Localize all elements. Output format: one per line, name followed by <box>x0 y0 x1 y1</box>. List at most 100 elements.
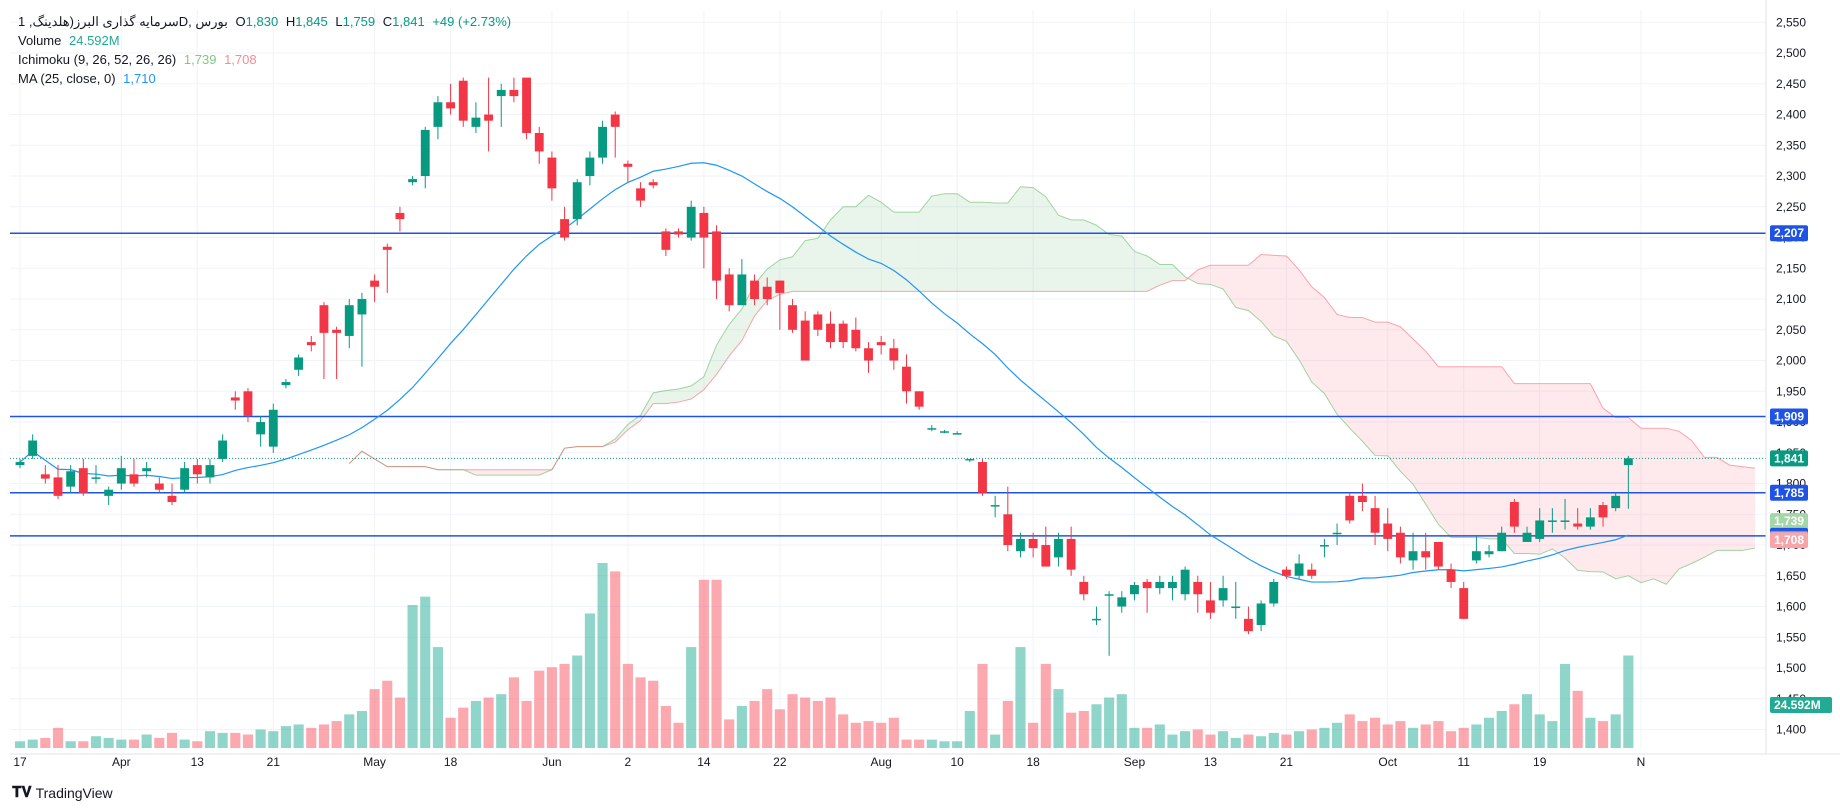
time-tick-label: 21 <box>267 755 281 769</box>
candle-body <box>256 422 266 435</box>
candle <box>332 326 342 379</box>
volume-bar <box>394 697 405 748</box>
candle-body <box>965 458 975 461</box>
candle <box>965 458 975 463</box>
candle-body <box>167 495 177 502</box>
price-tick-label: 1,550 <box>1776 630 1806 644</box>
candle-body <box>218 440 228 459</box>
price-badge-ichA: 1,739 <box>1770 513 1808 530</box>
volume-bar <box>445 717 456 748</box>
candle-body <box>104 489 114 496</box>
candle <box>1016 532 1025 558</box>
candle <box>813 311 823 336</box>
candle-body <box>1028 538 1038 549</box>
price-badge-bg <box>1770 532 1808 549</box>
volume-bar <box>217 732 228 748</box>
time-tick-label: N <box>1637 755 1646 769</box>
volume-row[interactable]: Volume 24.592M <box>18 31 515 50</box>
tradingview-logo[interactable]: 𝐓𝐕 TradingView <box>12 784 113 801</box>
volume-bar <box>179 739 190 748</box>
volume-bar <box>1129 727 1140 748</box>
volume-bar <box>584 613 595 748</box>
candle <box>661 228 671 256</box>
candle <box>1357 483 1367 512</box>
candle <box>129 458 139 487</box>
candle-body <box>572 182 582 220</box>
candle-body <box>142 468 152 472</box>
candle <box>306 335 316 352</box>
cloud-segment <box>1717 457 1730 551</box>
volume-bar <box>496 694 507 748</box>
candle-body <box>509 89 519 97</box>
volume-bar <box>1623 655 1634 748</box>
candle <box>1104 591 1114 656</box>
open-label: O <box>235 14 246 29</box>
cloud-segment <box>1324 297 1338 415</box>
cloud-segment <box>1387 322 1401 472</box>
candle-body <box>1395 532 1405 558</box>
cloud-segment <box>1552 383 1566 559</box>
cloud-segment <box>1413 339 1426 505</box>
cloud-segment <box>1653 428 1667 585</box>
candle <box>1206 581 1215 619</box>
candle-body <box>534 133 544 152</box>
cloud-segment <box>1349 317 1363 442</box>
candle <box>775 280 785 330</box>
volume-bar <box>1572 690 1583 748</box>
volume-series <box>14 563 1634 748</box>
candle <box>699 206 709 269</box>
candle <box>1066 526 1076 576</box>
candle <box>914 391 924 410</box>
candle <box>851 317 861 352</box>
candle-body <box>990 505 1000 507</box>
candle <box>154 477 164 493</box>
cloud-segment <box>1729 465 1743 551</box>
cloud-segment <box>703 345 717 390</box>
cloud-segment <box>615 424 628 443</box>
cloud-segment <box>1045 196 1059 292</box>
volume-bar <box>470 700 481 748</box>
candle <box>1054 532 1063 567</box>
volume-bar <box>1028 722 1039 748</box>
price-badge-vol: 24.592M <box>1770 696 1832 713</box>
time-tick-label: 10 <box>950 755 964 769</box>
candle-body <box>1598 505 1608 518</box>
time-tick-label: Oct <box>1378 755 1397 769</box>
cloud-segment <box>1311 286 1325 394</box>
volume-bar <box>1445 731 1457 748</box>
candle-body <box>1281 569 1291 576</box>
volume-bar <box>128 739 140 748</box>
cloud-segment <box>716 324 730 375</box>
candle <box>940 430 949 434</box>
volume-bar <box>724 719 735 748</box>
volume-bar <box>458 707 469 748</box>
candle <box>1117 591 1127 613</box>
candle-body <box>674 231 683 235</box>
ichimoku-row[interactable]: Ichimoku (9, 26, 52, 26, 26) 1,739 1,708 <box>18 50 515 69</box>
candle <box>1433 541 1443 570</box>
candle <box>1535 508 1545 542</box>
candles <box>15 77 1633 656</box>
symbol-name[interactable]: سرمایه گذاری البرز(هلدینگ, 1D, بورس <box>18 14 228 29</box>
cloud-segment <box>1476 366 1490 539</box>
volume-bar <box>1294 731 1305 748</box>
price-badge-text: 2,207 <box>1774 226 1804 240</box>
volume-bar <box>65 741 76 748</box>
cloud-segment <box>1058 215 1072 292</box>
price-badge-bg <box>1770 696 1832 713</box>
cloud-segment <box>1514 383 1528 554</box>
volume-bar <box>344 714 355 748</box>
candle <box>1421 532 1431 570</box>
candle <box>1522 526 1532 542</box>
candle <box>268 403 278 453</box>
candle-body <box>598 126 607 158</box>
volume-bar <box>1078 711 1089 748</box>
candle-body <box>1243 618 1253 632</box>
candle <box>1269 578 1279 607</box>
candle <box>446 83 456 115</box>
candle <box>585 151 595 186</box>
candle-body <box>1117 597 1127 607</box>
ma-row[interactable]: MA (25, close, 0) 1,710 <box>18 69 515 88</box>
candle <box>484 77 494 152</box>
